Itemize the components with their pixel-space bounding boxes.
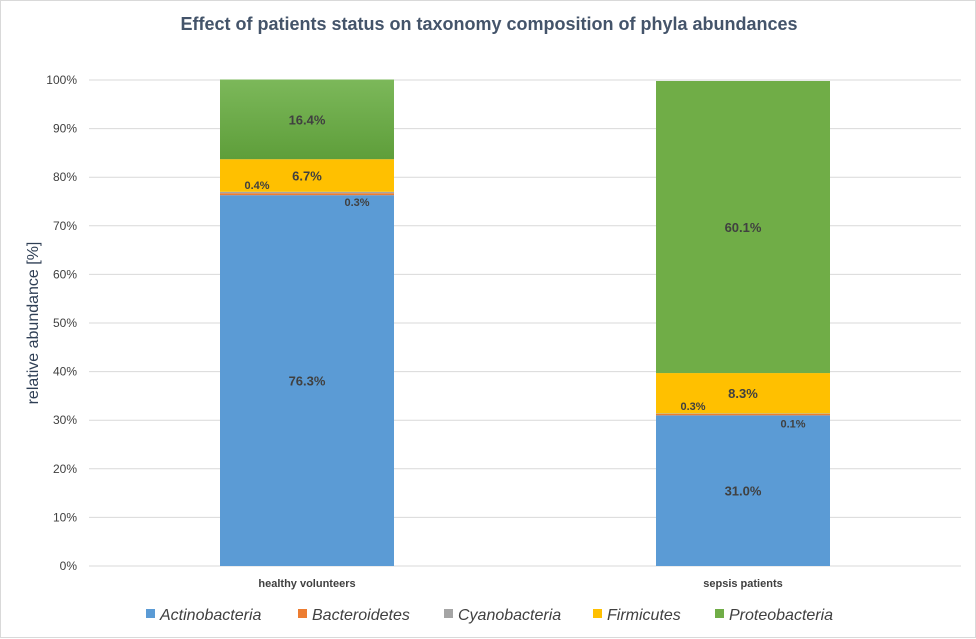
legend-swatch-bacteroidetes [298,609,307,618]
bar-segment-bacteroidetes-sepsis [656,413,830,416]
bar-segment-cyanobacteria-sepsis [656,413,830,414]
legend-swatch-cyanobacteria [444,609,453,618]
y-tick-label: 100% [46,73,77,87]
y-tick-label: 30% [53,413,77,427]
legend-label-actinobacteria: Actinobacteria [159,607,261,624]
y-tick-label: 50% [53,316,77,330]
chart-title: Effect of patients status on taxonomy co… [180,14,797,34]
legend-label-bacteroidetes: Bacteroidetes [312,607,410,624]
data-label: 60.1% [725,220,762,235]
bar-segment-proteobacteria-healthy [220,79,394,160]
legend-swatch-proteobacteria [715,609,724,618]
y-tick-label: 10% [53,510,77,524]
bar-segment-firmicutes-sepsis [656,373,830,414]
legend: Actinobacteria Bacteroidetes Cyanobacteria… [146,607,833,624]
bars [220,79,830,566]
gridlines [89,79,961,567]
legend-swatch-actinobacteria [146,609,155,618]
data-label: 0.1% [780,418,805,430]
bar-segment-bacteroidetes-healthy [220,193,394,196]
bar-segment-proteobacteria-sepsis [656,80,830,374]
data-label: 8.3% [728,386,758,401]
y-axis-label: relative abundance [%] [25,242,42,405]
y-tick-label: 20% [53,462,77,476]
legend-label-proteobacteria: Proteobacteria [729,607,833,624]
y-tick-label: 70% [53,219,77,233]
bar-segment-cyanobacteria-healthy [220,191,394,194]
y-tick-label: 0% [60,559,78,573]
legend-swatch-firmicutes [593,609,602,618]
y-axis-ticks: 0% 10% 20% 30% 40% 50% 60% 70% 80% 90% 100% [46,73,77,573]
bar-segment-actinobacteria-healthy [220,195,394,566]
data-label: 31.0% [725,484,762,499]
data-labels: 76.3% 6.7% 16.4% 0.4% 0.3% 31.0% 8.3% 60.1% 0.3%… [244,112,805,498]
bar-segment-firmicutes-healthy [220,159,394,192]
data-label: 76.3% [289,374,326,389]
y-tick-label: 90% [53,122,77,136]
data-label: 0.4% [244,180,269,192]
data-label: 16.4% [289,112,326,127]
x-category-label: healthy volunteers [258,578,355,590]
x-category-label: sepsis patients [703,578,782,590]
x-axis-categories: healthy volunteers sepsis patients [258,578,782,590]
data-label: 6.7% [292,168,322,183]
bar-segment-actinobacteria-sepsis [656,415,830,566]
y-tick-label: 60% [53,267,77,281]
y-tick-label: 80% [53,170,77,184]
legend-label-cyanobacteria: Cyanobacteria [458,607,561,624]
y-tick-label: 40% [53,365,77,379]
data-label: 0.3% [344,197,369,209]
legend-label-firmicutes: Firmicutes [607,607,681,624]
data-label: 0.3% [680,401,705,413]
